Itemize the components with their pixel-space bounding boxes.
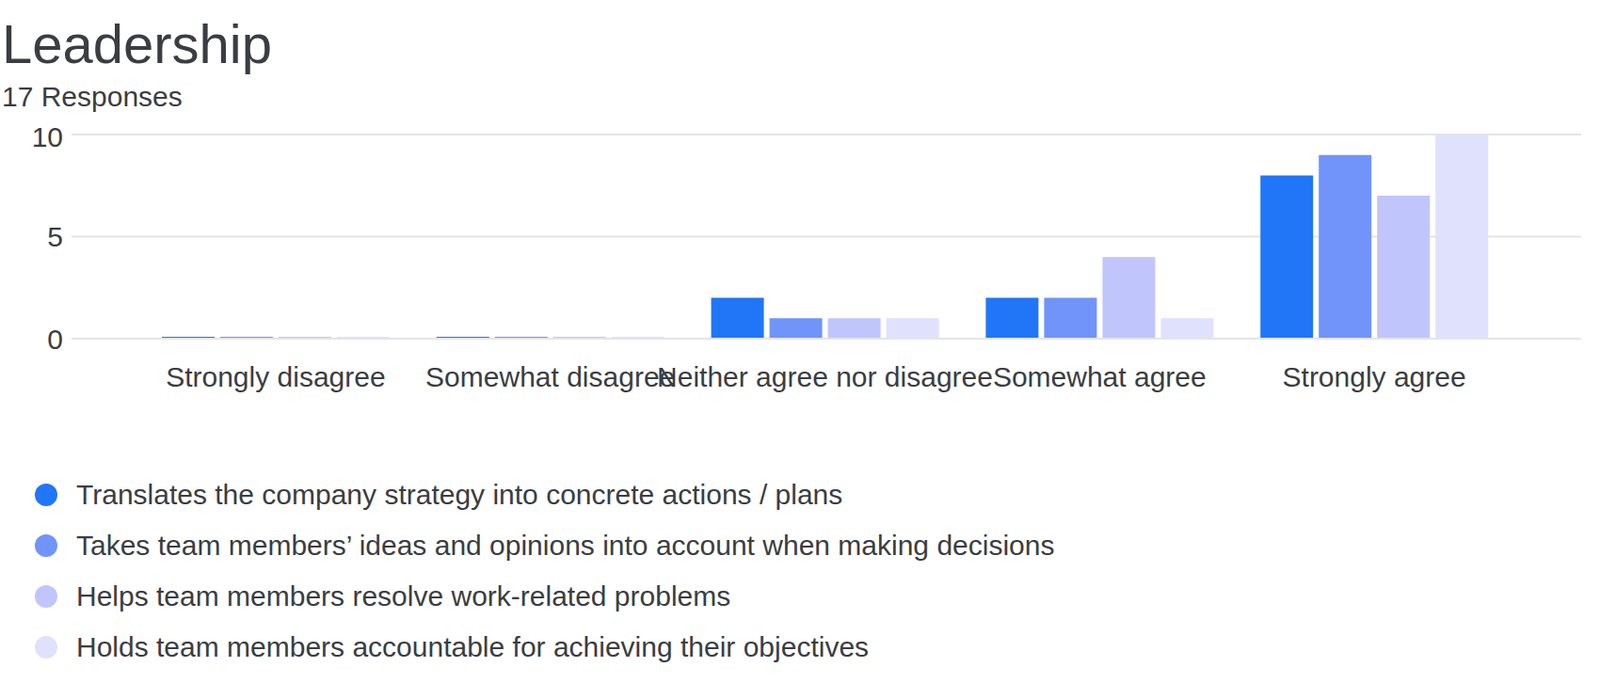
svg-text:Somewhat disagree: Somewhat disagree	[425, 361, 675, 393]
html-text:17 Responses: 17 Responses	[1, 80, 183, 112]
html-text:Takes team members’ ideas and: Takes team members’ ideas and opinions i…	[76, 529, 1055, 561]
svg-text:Strongly disagree: Strongly disagree	[165, 361, 385, 393]
svg-text:10: 10	[32, 121, 64, 153]
svg-text:Somewhat agree: Somewhat agree	[992, 361, 1207, 393]
svg-text:Neither agree nor disagree: Neither agree nor disagree	[656, 361, 993, 393]
svg-text:5: 5	[47, 221, 64, 253]
svg-text:Strongly agree: Strongly agree	[1282, 361, 1467, 393]
html-text:Helps team members resolve wor: Helps team members resolve work-related …	[76, 580, 731, 612]
html-text:Holds team members accountable: Holds team members accountable for achie…	[76, 631, 869, 663]
svg-text:0: 0	[47, 323, 64, 355]
html-text:Translates the company strateg: Translates the company strategy into con…	[76, 479, 843, 511]
html-text:Leadership: Leadership	[1, 13, 272, 75]
